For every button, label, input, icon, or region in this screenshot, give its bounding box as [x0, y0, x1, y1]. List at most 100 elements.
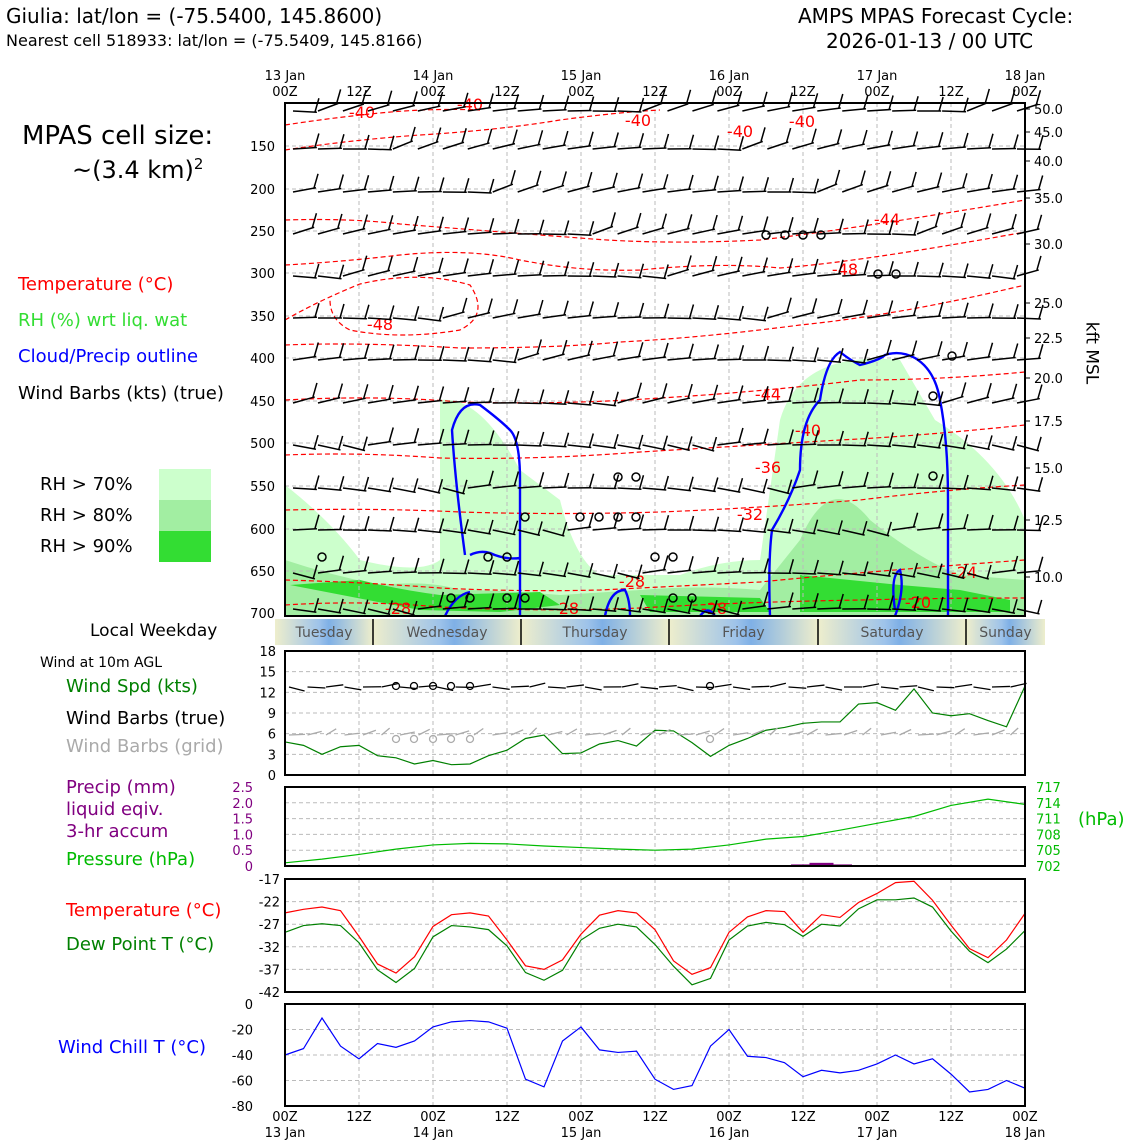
- wind-barb-flag: [1036, 255, 1042, 271]
- wind-barb-flag: [838, 430, 844, 446]
- panel-frame: [284, 1003, 1026, 1107]
- wind-barb-shaft: [542, 402, 567, 406]
- legend-wind-barbs: Wind Barbs (kts) (true): [18, 383, 224, 404]
- wind-barb-flag: [462, 479, 468, 495]
- wind-barb-shaft: [942, 608, 966, 613]
- wind-barb-flag: [962, 434, 969, 449]
- wind-barb-flag: [838, 259, 844, 274]
- pressure-tick-label: 250: [250, 225, 275, 240]
- wind-barb-flag: [337, 383, 344, 398]
- wind-barb-shaft: [567, 145, 592, 150]
- wind-barb-flag: [688, 515, 695, 531]
- wind-barb-shaft: [367, 398, 392, 404]
- wind-barb-shaft: [292, 444, 317, 450]
- surface-wind-barb-true: [566, 684, 584, 688]
- wind-barb-shaft: [292, 572, 316, 580]
- wind-barb-flag: [588, 131, 594, 146]
- top-date-tick: 15 Jan: [561, 69, 602, 84]
- wind-barb-flag: [934, 211, 941, 227]
- wind-barb-flag: [713, 175, 719, 190]
- wind-barb-shaft: [692, 608, 716, 615]
- wind-barb-flag: [612, 563, 618, 579]
- pressure-tick-label: 714: [1036, 797, 1061, 812]
- calm-wind-circle-grid: [465, 734, 475, 744]
- wind-barb-flag: [513, 348, 520, 363]
- wind-barb-shaft: [542, 608, 567, 611]
- wind-barb-shaft: [892, 402, 917, 406]
- wind-barb-flag: [834, 169, 841, 185]
- wind-barb-flag: [463, 217, 470, 232]
- wind-barb-flag: [685, 89, 692, 105]
- wind-barb-flag: [913, 390, 919, 405]
- wind-barb-shaft: [442, 230, 467, 235]
- wind-barb-flag: [785, 127, 792, 143]
- wind-barb-flag: [314, 133, 320, 148]
- wind-barb-flag: [439, 346, 445, 361]
- panel-frame: [284, 786, 1026, 867]
- wind-barb-flag: [461, 128, 467, 143]
- wind-barb-flag: [813, 387, 819, 402]
- wind-barb-shaft: [942, 487, 967, 490]
- weekday-label: Friday: [722, 625, 764, 641]
- bottom-hour-tick: 12Z: [346, 1110, 372, 1125]
- wind-barb-shaft: [342, 608, 366, 615]
- wind-barb-flag: [688, 134, 695, 149]
- nearest-cell-line: Nearest cell 518933: lat/lon = (-75.5409…: [6, 31, 423, 50]
- wind-barb-flag: [513, 560, 520, 576]
- wind-barb-shaft: [667, 188, 692, 193]
- wind-barb-flag: [837, 520, 843, 535]
- wind-barb-shaft: [991, 487, 1016, 492]
- wind-barb-flag: [563, 261, 570, 276]
- windchill-ytick-label: -60: [232, 1075, 253, 1090]
- wind-barb-shaft: [867, 529, 890, 537]
- kft-tick-label: 22.5: [1034, 332, 1063, 347]
- wind-barb-shaft: [342, 569, 367, 574]
- wind-barb-shaft: [1016, 397, 1040, 404]
- calm-wind-circle: [446, 593, 456, 603]
- wind-barb-shaft: [917, 526, 941, 531]
- wind-barb-shaft: [892, 144, 916, 150]
- wind-barb-flag: [713, 516, 720, 531]
- wind-barb-shaft: [417, 230, 442, 235]
- wind-barb-shaft: [667, 317, 692, 320]
- wind-barb-flag: [339, 515, 345, 530]
- wind-barb-shaft: [792, 272, 816, 277]
- wind-barb-shaft: [392, 270, 416, 277]
- wind-barb-flag: [388, 175, 395, 191]
- wind-barb-flag: [911, 171, 917, 187]
- wind-barb-flag: [488, 93, 494, 108]
- surface-wind-barb-true: [381, 682, 398, 688]
- wind-barb-shaft: [467, 606, 492, 610]
- surface-wind-barb-grid: [806, 728, 818, 736]
- wind-barb-shaft: [542, 233, 567, 236]
- wind-barb-shaft: [567, 233, 592, 237]
- wind-barb-flag: [737, 478, 744, 493]
- wind-barb-flag: [389, 305, 395, 320]
- panel-frame: [284, 102, 1026, 617]
- surface-wind-barb-true: [621, 683, 639, 688]
- bottom-hour-tick: 00Z: [1012, 1110, 1038, 1125]
- calm-wind-circle-grid: [409, 734, 419, 744]
- surface-wind-barb-true: [344, 686, 362, 691]
- wind-barb-flag: [738, 305, 744, 321]
- bottom-hour-tick: 00Z: [864, 1110, 890, 1125]
- wind-speed-line: [284, 685, 1026, 766]
- temperature-label: Temperature (°C): [66, 900, 222, 921]
- weekday-bar: Tuesday Wednesday Thursday Friday Saturday Su…: [275, 619, 1045, 645]
- wind-barb-flag: [638, 475, 645, 490]
- wind-barb-shaft: [692, 103, 715, 112]
- wind-barb-flag: [788, 518, 794, 534]
- wind-barb-shaft: [392, 608, 415, 616]
- wind-barb-shaft: [892, 233, 917, 236]
- isotherm-label: -28: [553, 599, 579, 618]
- wind-barb-flag: [1038, 304, 1044, 320]
- surface-wind-barb-grid: [621, 727, 631, 736]
- pressure-tick-label: 705: [1036, 844, 1061, 859]
- weekday-band: [966, 619, 1045, 645]
- wind-barb-flag: [388, 384, 394, 400]
- wind-barb-flag: [811, 128, 817, 143]
- wind-barb-shaft: [292, 527, 317, 531]
- wind-barb-flag: [960, 382, 967, 397]
- top-hour-tick: 12Z: [938, 85, 964, 100]
- calm-wind-circle: [816, 230, 826, 240]
